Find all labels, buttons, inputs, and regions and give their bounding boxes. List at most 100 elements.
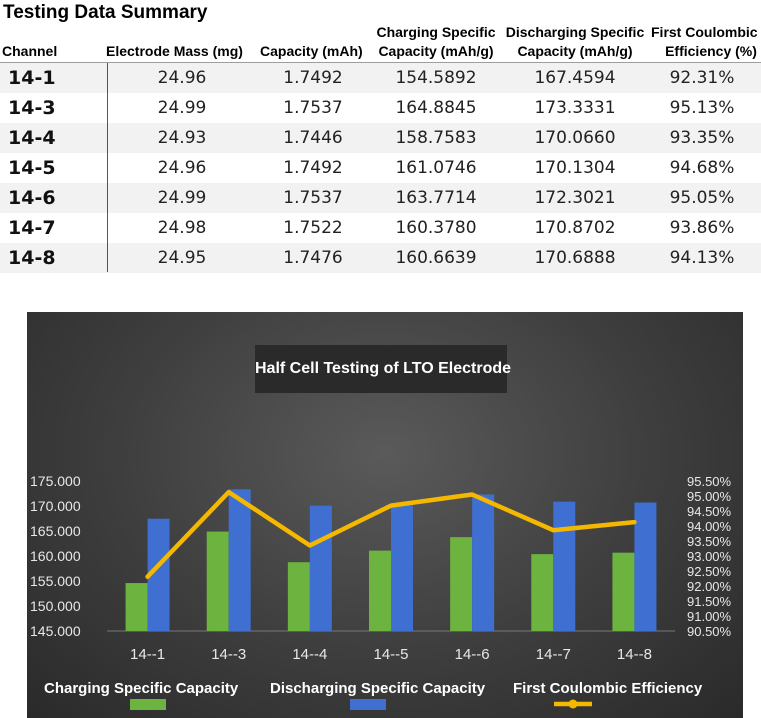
cell-efficiency: 93.86% xyxy=(669,218,735,238)
efficiency-point xyxy=(470,492,475,497)
left-tick-label: 165.000 xyxy=(30,523,81,539)
header-channel: Channel xyxy=(2,43,58,59)
right-tick-label: 95.50% xyxy=(687,474,732,489)
cell-capacity: 1.7446 xyxy=(283,128,343,148)
cell-discharging: 170.6888 xyxy=(534,248,616,268)
cell-efficiency: 93.35% xyxy=(669,128,735,148)
right-tick-label: 91.50% xyxy=(687,594,732,609)
right-tick-label: 92.00% xyxy=(687,579,732,594)
cell-mass: 24.96 xyxy=(157,68,207,88)
x-tick-label: 14--4 xyxy=(292,646,327,663)
right-tick-label: 93.50% xyxy=(687,534,732,549)
cell-discharging: 170.0660 xyxy=(534,128,616,148)
cell-capacity: 1.7476 xyxy=(283,248,343,268)
cell-capacity: 1.7492 xyxy=(283,158,343,178)
header-discharging-line2: Capacity (mAh/g) xyxy=(517,43,633,59)
left-tick-label: 145.000 xyxy=(30,623,81,639)
table-row: 14-3 24.99 1.7537 164.8845 173.3331 95.13% xyxy=(0,93,761,123)
bar-charging-14--5 xyxy=(369,550,391,631)
table-row: 14-8 24.95 1.7476 160.6639 170.6888 94.13% xyxy=(0,243,761,273)
bar-charging-14--4 xyxy=(287,562,310,631)
header-charging-line1: Charging Specific xyxy=(376,24,496,40)
cell-channel: 14-8 xyxy=(8,247,56,269)
table-row: 14-5 24.96 1.7492 161.0746 170.1304 94.68% xyxy=(0,153,761,183)
x-tick-label: 14--6 xyxy=(455,646,490,663)
efficiency-point xyxy=(226,490,231,495)
bar-discharging-14--6 xyxy=(472,494,495,631)
table-row: 14-1 24.96 1.7492 154.5892 167.4594 92.31% xyxy=(0,63,761,93)
cell-discharging: 172.3021 xyxy=(534,188,616,208)
chart-title-box: Half Cell Testing of LTO Electrode xyxy=(255,345,512,393)
efficiency-point xyxy=(389,503,393,508)
cell-mass: 24.99 xyxy=(157,98,207,118)
right-tick-label: 95.00% xyxy=(687,489,732,504)
cell-discharging: 170.1304 xyxy=(534,158,616,178)
left-tick-label: 160.000 xyxy=(30,548,81,564)
left-tick-label: 175.000 xyxy=(30,473,81,489)
cell-mass: 24.93 xyxy=(157,128,207,148)
x-tick-label: 14--7 xyxy=(536,646,571,663)
bar-charging-14--8 xyxy=(612,552,635,631)
legend-swatch-marker xyxy=(568,699,578,709)
bar-charging-14--6 xyxy=(450,537,473,631)
header-efficiency-line2: Efficiency (%) xyxy=(665,43,757,59)
x-tick-label: 14--3 xyxy=(211,646,246,663)
right-tick-label: 94.50% xyxy=(687,504,732,519)
cell-charging: 154.5892 xyxy=(395,68,477,88)
left-tick-label: 170.000 xyxy=(30,498,81,514)
cell-channel: 14-6 xyxy=(8,187,56,209)
legend-label: Charging Specific Capacity xyxy=(44,680,239,697)
cell-mass: 24.95 xyxy=(157,248,207,268)
efficiency-point xyxy=(145,574,150,579)
bar-discharging-14--3 xyxy=(228,489,251,631)
x-tick-label: 14--8 xyxy=(617,646,652,663)
x-tick-label: 14--1 xyxy=(130,646,165,663)
bar-charging-14--7 xyxy=(531,554,554,631)
cell-efficiency: 95.13% xyxy=(669,98,735,118)
x-tick-label: 14--5 xyxy=(373,646,408,663)
table-row: 14-4 24.93 1.7446 158.7583 170.0660 93.35% xyxy=(0,123,761,153)
cell-capacity: 1.7537 xyxy=(283,188,343,208)
cell-capacity: 1.7492 xyxy=(283,68,343,88)
legend-label: First Coulombic Efficiency xyxy=(513,680,703,697)
cell-channel: 14-7 xyxy=(8,217,56,239)
header-rule xyxy=(0,62,761,63)
left-tick-label: 150.000 xyxy=(30,598,81,614)
cell-channel: 14-1 xyxy=(8,67,56,89)
chart-title: Half Cell Testing of LTO Electrode xyxy=(255,360,512,377)
header-electrode-mass: Electrode Mass (mg) xyxy=(106,43,243,59)
cell-charging: 160.3780 xyxy=(395,218,477,238)
efficiency-point xyxy=(551,528,556,533)
cell-efficiency: 94.13% xyxy=(669,248,735,268)
header-charging-line2: Capacity (mAh/g) xyxy=(378,43,494,59)
cell-charging: 163.7714 xyxy=(395,188,477,208)
cell-charging: 160.6639 xyxy=(395,248,477,268)
combo-chart: 14--1 14--3 14--4 14--5 14--6 14--7 14--8 145.0… xyxy=(30,473,732,710)
cell-capacity: 1.7537 xyxy=(283,98,343,118)
legend-label: Discharging Specific Capacity xyxy=(270,680,486,697)
cell-charging: 158.7583 xyxy=(395,128,477,148)
right-tick-label: 92.50% xyxy=(687,564,732,579)
right-tick-label: 91.00% xyxy=(687,609,732,624)
right-tick-label: 94.00% xyxy=(687,519,732,534)
bar-charging-14--3 xyxy=(206,531,229,631)
cell-capacity: 1.7522 xyxy=(283,218,343,238)
cell-charging: 164.8845 xyxy=(395,98,477,118)
header-capacity: Capacity (mAh) xyxy=(260,43,363,59)
table-row: 14-7 24.98 1.7522 160.3780 170.8702 93.86% xyxy=(0,213,761,243)
cell-channel: 14-5 xyxy=(8,157,56,179)
cell-channel: 14-4 xyxy=(8,127,56,149)
channel-column-divider xyxy=(107,63,108,272)
cell-mass: 24.98 xyxy=(157,218,207,238)
bar-discharging-14--4 xyxy=(309,505,332,631)
cell-mass: 24.96 xyxy=(157,158,207,178)
header-efficiency-line1: First Coulombic xyxy=(651,24,758,40)
cell-discharging: 167.4594 xyxy=(534,68,616,88)
legend-swatch-1 xyxy=(350,699,386,710)
cell-mass: 24.99 xyxy=(157,188,207,208)
cell-efficiency: 92.31% xyxy=(669,68,735,88)
bar-discharging-14--8 xyxy=(634,502,657,631)
cell-efficiency: 94.68% xyxy=(669,158,735,178)
bar-discharging-14--1 xyxy=(147,518,170,631)
chart-panel: Half Cell Testing of LTO Electrode 14--1… xyxy=(27,312,743,718)
